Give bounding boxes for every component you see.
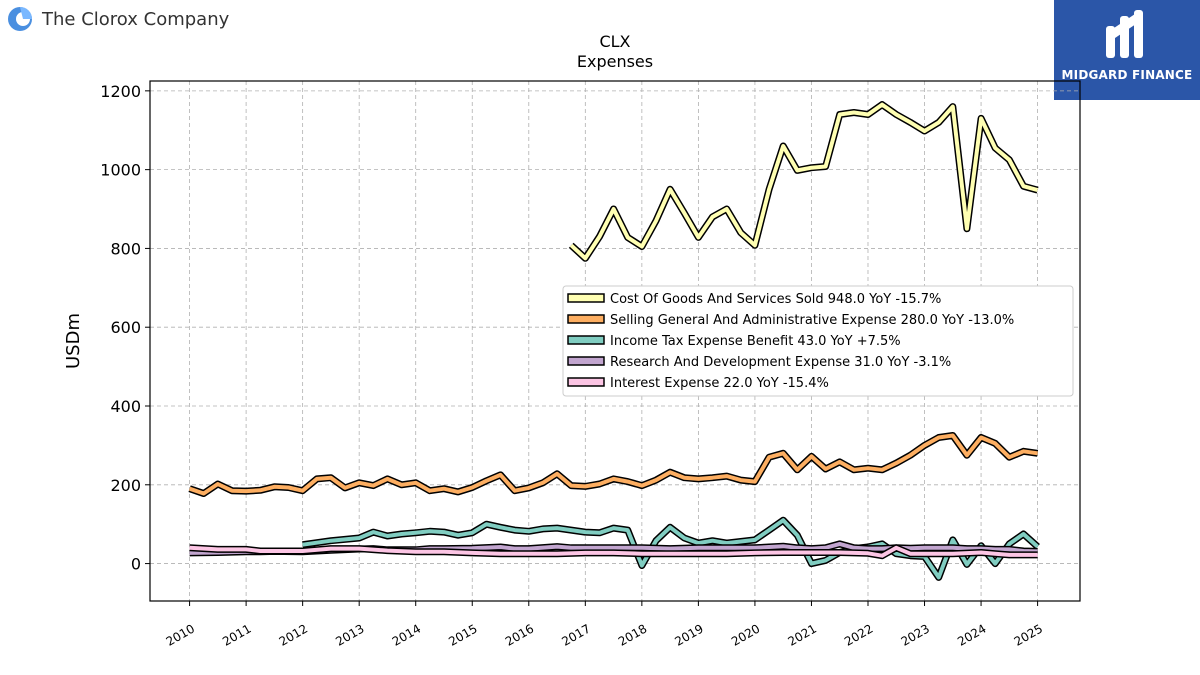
x-tick-label: 2024: [955, 621, 988, 648]
legend-entry: Selling General And Administrative Expen…: [610, 313, 1014, 328]
x-tick-label: 2020: [729, 621, 762, 648]
y-axis-label: USDm: [63, 313, 84, 369]
x-tick-label: 2018: [616, 621, 649, 648]
y-tick-label: 400: [110, 397, 141, 416]
x-tick-label: 2025: [1012, 621, 1045, 648]
x-tick-label: 2011: [220, 621, 253, 648]
legend: Cost Of Goods And Services Sold 948.0 Yo…: [562, 285, 1074, 397]
x-tick-label: 2016: [503, 621, 536, 648]
clorox-c-icon: [8, 7, 32, 31]
y-tick-label: 200: [110, 476, 141, 495]
x-tick-label: 2015: [446, 621, 479, 648]
series-line: [189, 545, 1038, 558]
legend-entry: Interest Expense 22.0 YoY -15.4%: [610, 376, 829, 391]
x-tick-label: 2012: [277, 621, 310, 648]
y-tick-label: 1000: [100, 161, 141, 180]
legend-swatch: [567, 314, 605, 324]
y-tick-label: 800: [110, 239, 141, 258]
x-tick-label: 2022: [842, 621, 875, 648]
legend-swatch: [567, 356, 605, 366]
y-tick-label: 0: [131, 555, 141, 574]
x-tick-label: 2019: [672, 621, 705, 648]
chart-subtitle: Expenses: [577, 52, 653, 71]
midgard-m-icon: [1106, 10, 1143, 58]
midgard-badge: MIDGARD FINANCE: [1054, 0, 1200, 100]
y-tick-label: 600: [110, 318, 141, 337]
series-selling-general-and-administrative-expense: [188, 432, 1039, 497]
legend-entry: Income Tax Expense Benefit 43.0 YoY +7.5…: [610, 334, 901, 349]
x-tick-label: 2013: [333, 621, 366, 648]
series-cost-of-goods-and-services-sold: [568, 101, 1039, 262]
x-axis: 2010 2011 2012 2013 2014 2015 2016 2017 2018 2019…: [164, 601, 1045, 649]
legend-swatch: [567, 377, 605, 387]
x-tick-label: 2023: [899, 621, 932, 648]
series-line: [188, 433, 1038, 496]
x-tick-label: 2014: [390, 621, 423, 648]
series-outline: [568, 101, 1039, 262]
legend-entry: Cost Of Goods And Services Sold 948.0 Yo…: [610, 292, 941, 307]
x-tick-label: 2021: [786, 621, 819, 648]
company-name: The Clorox Company: [42, 8, 230, 30]
series-line: [569, 102, 1039, 261]
chart-title: CLX: [599, 32, 630, 51]
brand: The Clorox Company: [6, 5, 229, 33]
badge-label: MIDGARD FINANCE: [1061, 68, 1193, 82]
series-interest-expense: [189, 544, 1038, 560]
x-tick-label: 2017: [559, 621, 592, 648]
legend-entry: Research And Development Expense 31.0 Yo…: [610, 355, 951, 370]
legend-swatch: [567, 335, 605, 345]
legend-swatch: [567, 293, 605, 303]
y-axis: 0 200 400 600 800 1000 1200: [100, 82, 150, 574]
legend-box: [562, 285, 1074, 397]
y-tick-label: 1200: [100, 82, 141, 101]
x-tick-label: 2010: [164, 621, 197, 648]
plot-frame: [149, 80, 1081, 602]
series-lines: [188, 101, 1040, 581]
